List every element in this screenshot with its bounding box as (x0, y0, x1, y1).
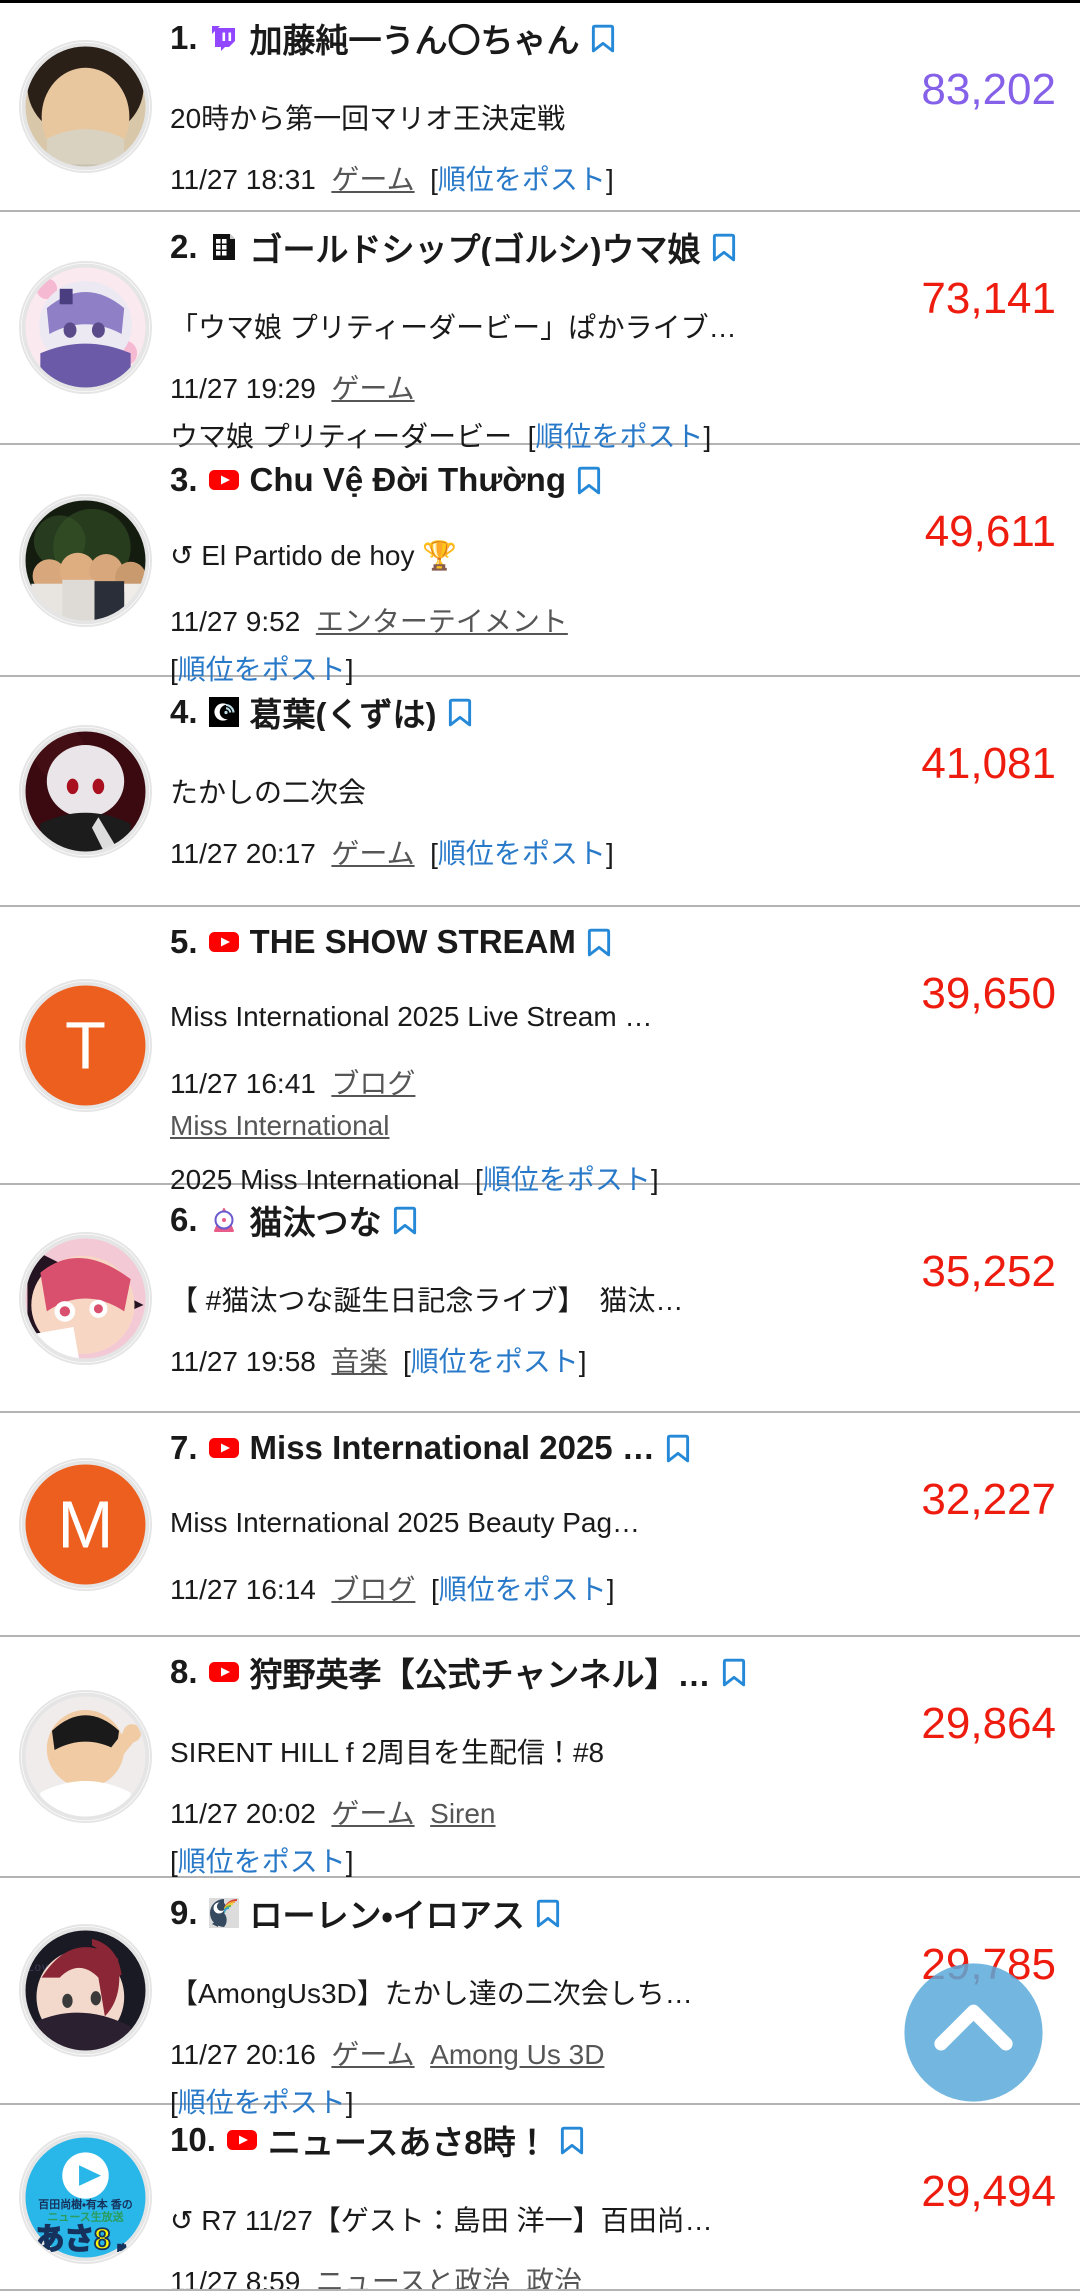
svg-text:M: M (57, 1487, 113, 1562)
svg-text:時: 時 (117, 2242, 126, 2253)
svg-text:T: T (65, 1008, 106, 1083)
svg-text:あさ8: あさ8 (34, 2223, 110, 2256)
svg-text:百田尚樹・有本 香の: 百田尚樹・有本 香の (38, 2196, 132, 2210)
svg-text:ニュース生放送: ニュース生放送 (47, 2209, 123, 2223)
